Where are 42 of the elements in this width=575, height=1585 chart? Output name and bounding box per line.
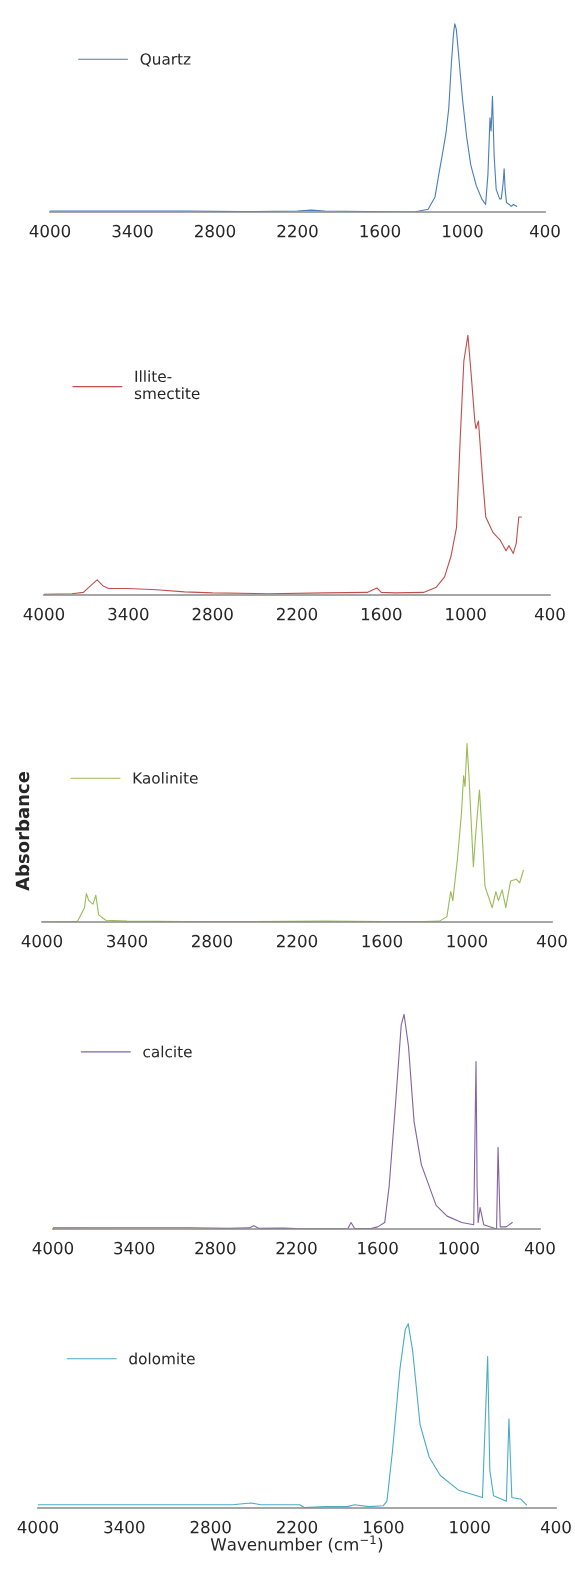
x-tick-label: 2200	[277, 224, 318, 238]
y-axis-title: Absorbance	[15, 771, 30, 891]
x-tick-label: 3400	[104, 1520, 145, 1534]
x-tick-label: 4000	[32, 1241, 74, 1255]
x-tick-label: 1600	[360, 224, 401, 238]
x-tick-label: 2800	[192, 934, 233, 948]
x-tick-label: 3400	[108, 607, 149, 621]
x-tick-label: 1600	[358, 1241, 398, 1255]
legend-label: dolomite	[129, 1352, 195, 1365]
x-tick-label: 1000	[447, 934, 488, 948]
x-tick-label: 1600	[363, 1520, 404, 1534]
x-tick-label: 2800	[190, 1520, 231, 1534]
x-axis-title: Wavenumber (cm$^{−1}$)	[210, 1535, 383, 1553]
x-tick-label: 3400	[114, 1241, 155, 1255]
x-tick-label: 1000	[443, 224, 483, 238]
x-tick-label: 2200	[277, 607, 318, 621]
x-tick-label: 2200	[277, 1520, 318, 1534]
legend-label: Kaolinite	[133, 771, 198, 784]
x-tick-label: 1600	[362, 934, 403, 948]
legend-label: Quartz	[140, 53, 191, 67]
legend-label: calcite	[143, 1045, 192, 1058]
x-tick-label: 400	[540, 1520, 571, 1534]
x-tick-label: 4000	[29, 224, 71, 238]
x-tick-label: 3400	[107, 934, 148, 948]
x-tick-label: 3400	[112, 224, 153, 238]
x-tick-label: 4000	[21, 934, 63, 948]
x-tick-label: 4000	[23, 607, 65, 621]
x-tick-label: 400	[536, 934, 567, 948]
x-tick-label: 400	[524, 1241, 555, 1255]
x-tick-label: 1000	[439, 1241, 479, 1255]
x-tick-label: 400	[529, 224, 560, 238]
x-tick-label: 1000	[450, 1520, 490, 1534]
x-tick-label: 1600	[361, 607, 402, 621]
legend-label: Illite- smectite	[134, 370, 200, 400]
x-tick-label: 2800	[195, 224, 236, 238]
x-tick-label: 4000	[17, 1520, 59, 1534]
x-tick-label: 1000	[446, 607, 486, 621]
x-tick-label: 2200	[276, 1241, 317, 1255]
x-tick-label: 2800	[192, 607, 233, 621]
x-tick-label: 2800	[195, 1241, 236, 1255]
x-tick-label: 400	[534, 607, 565, 621]
x-tick-label: 2200	[277, 934, 318, 948]
